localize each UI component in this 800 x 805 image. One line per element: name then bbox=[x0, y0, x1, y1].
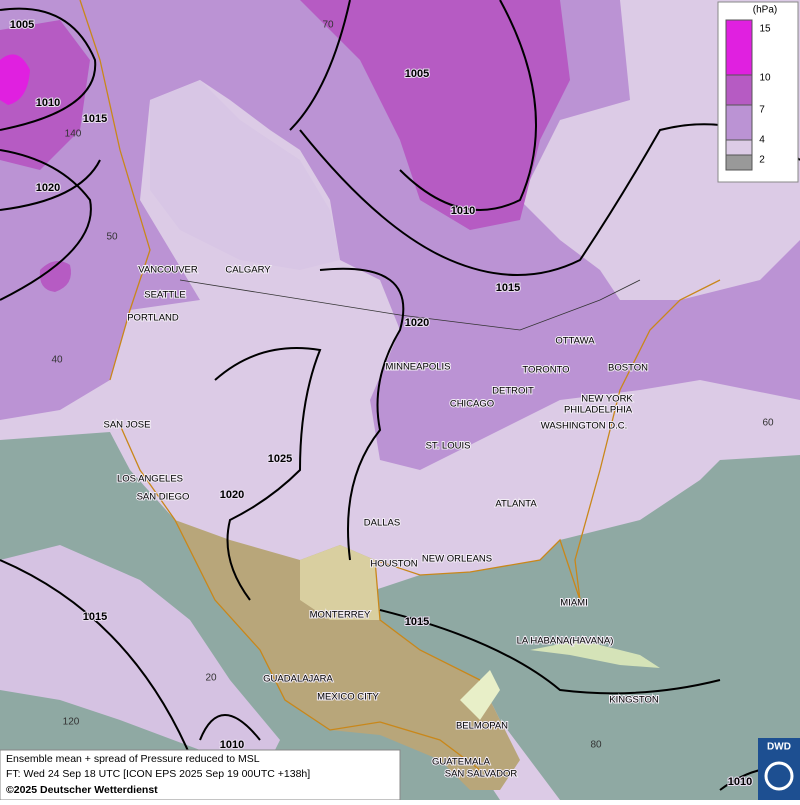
city-label: NEW YORK bbox=[581, 394, 633, 405]
isobar-label: 1015 bbox=[83, 113, 107, 125]
legend-swatch bbox=[725, 104, 753, 141]
city-label: PHILADELPHIA bbox=[564, 405, 633, 416]
logo: DWD bbox=[758, 738, 800, 800]
legend-swatch bbox=[725, 154, 753, 171]
footer-line: FT: Wed 24 Sep 18 UTC [ICON EPS 2025 Sep… bbox=[6, 768, 310, 780]
isobar-label: 1010 bbox=[728, 776, 752, 788]
spread-high bbox=[39, 261, 71, 292]
isobar-label: 1015 bbox=[83, 611, 107, 623]
grid-label: 20 bbox=[205, 673, 217, 684]
legend: (hPa) 15 10 7 4 2 bbox=[717, 1, 799, 183]
grid-label: 70 bbox=[322, 20, 334, 31]
grid-label: 140 bbox=[65, 129, 82, 140]
spread-high bbox=[0, 20, 90, 170]
city-label: MEXICO CITY bbox=[317, 692, 379, 703]
city-label: WASHINGTON D.C. bbox=[541, 421, 628, 432]
ocean bbox=[375, 455, 800, 800]
isobar-label: 1015 bbox=[496, 282, 520, 294]
legend-label: 4 bbox=[759, 135, 765, 146]
legend-label: 10 bbox=[759, 73, 771, 84]
isobar-label: 1010 bbox=[36, 97, 60, 109]
isobar-label: 1010 bbox=[220, 739, 244, 751]
legend-swatch bbox=[725, 139, 753, 156]
city-label: GUATEMALA bbox=[432, 757, 491, 768]
terrain-low bbox=[460, 670, 500, 720]
logo-text: DWD bbox=[767, 742, 791, 753]
city-label: ST. LOUIS bbox=[426, 441, 471, 452]
grid-label: 40 bbox=[51, 355, 63, 366]
grid-label: 60 bbox=[762, 418, 774, 429]
city-label: LA HABANA(HAVANA) bbox=[517, 636, 614, 647]
city-label: GUADALAJARA bbox=[263, 674, 333, 685]
grid-label: 80 bbox=[590, 740, 602, 751]
city-label: BELMOPAN bbox=[456, 721, 508, 732]
terrain-high bbox=[300, 545, 380, 620]
city-label: KINGSTON bbox=[609, 695, 659, 706]
footer-box bbox=[0, 749, 401, 801]
logo-icon bbox=[764, 761, 794, 791]
city-label: VANCOUVER bbox=[138, 265, 198, 276]
city-label: CHICAGO bbox=[450, 399, 494, 410]
spread-high bbox=[300, 0, 570, 230]
grid-label: 50 bbox=[106, 232, 118, 243]
island bbox=[530, 640, 660, 668]
city-label: LOS ANGELES bbox=[117, 474, 183, 485]
legend-label: 15 bbox=[759, 24, 771, 35]
city-label: PORTLAND bbox=[127, 313, 179, 324]
city-label: DALLAS bbox=[364, 518, 400, 529]
city-label: SAN DIEGO bbox=[137, 492, 190, 503]
city-label: DETROIT bbox=[492, 386, 534, 397]
isobar-label: 1005 bbox=[405, 68, 429, 80]
legend-unit: (hPa) bbox=[753, 5, 777, 16]
isobar-labels: 1005 1010 1015 1020 1005 1010 1015 1020 … bbox=[9, 18, 753, 789]
legend-swatch bbox=[725, 19, 753, 76]
city-label: ATLANTA bbox=[495, 499, 537, 510]
city-label: SAN JOSE bbox=[104, 420, 151, 431]
city-label: BOSTON bbox=[608, 363, 648, 374]
isobar-label: 1025 bbox=[268, 453, 292, 465]
city-label: OTTAWA bbox=[555, 336, 595, 347]
spread-max bbox=[0, 54, 30, 105]
terrain bbox=[175, 520, 520, 790]
grid-label: 120 bbox=[63, 717, 80, 728]
legend-swatch bbox=[725, 74, 753, 106]
footer-line: ©2025 Deutscher Wetterdienst bbox=[6, 784, 158, 796]
isobar-label: 1020 bbox=[405, 317, 429, 329]
city-label: NEW ORLEANS bbox=[422, 554, 492, 565]
coastline bbox=[79, 0, 721, 771]
city-label: SAN SALVADOR bbox=[445, 769, 518, 780]
city-label: TORONTO bbox=[522, 365, 569, 376]
footer-line: Ensemble mean + spread of Pressure reduc… bbox=[6, 753, 260, 765]
city-label: CALGARY bbox=[225, 265, 271, 276]
city-label: MINNEAPOLIS bbox=[386, 362, 451, 373]
city-label: HOUSTON bbox=[370, 559, 417, 570]
legend-label: 2 bbox=[759, 155, 765, 166]
isobar-label: 1015 bbox=[405, 616, 429, 628]
grid-labels: 70 140 50 40 60 20 120 80 bbox=[51, 20, 774, 751]
city-label: SEATTLE bbox=[144, 290, 186, 301]
border bbox=[179, 279, 641, 331]
isobar-label: 1020 bbox=[36, 182, 60, 194]
isobar-label: 1005 bbox=[10, 19, 34, 31]
isobar-label: 1020 bbox=[220, 489, 244, 501]
footer: Ensemble mean + spread of Pressure reduc… bbox=[0, 749, 401, 801]
legend-label: 7 bbox=[759, 105, 765, 116]
city-label: MONTERREY bbox=[310, 610, 371, 621]
city-labels: VANCOUVER CALGARY SEATTLE PORTLAND SAN JOSE L… bbox=[103, 264, 660, 781]
city-label: MIAMI bbox=[560, 598, 587, 609]
spread-low bbox=[150, 80, 340, 270]
spread-mid bbox=[0, 0, 800, 470]
isobar-label: 1010 bbox=[451, 205, 475, 217]
